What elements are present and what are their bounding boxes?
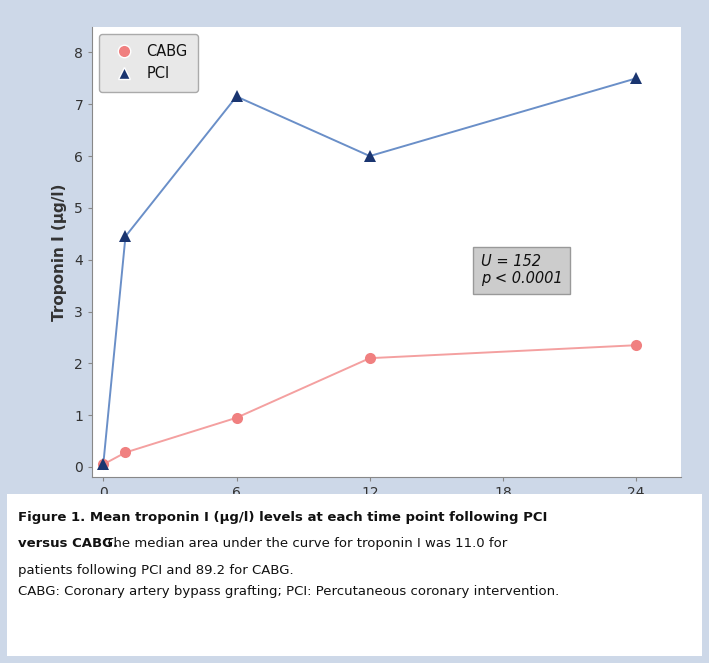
Text: patients following PCI and 89.2 for CABG.: patients following PCI and 89.2 for CABG… [18,564,294,577]
Text: Figure 1. Mean troponin I (µg/l) levels at each time point following PCI: Figure 1. Mean troponin I (µg/l) levels … [18,511,547,524]
Y-axis label: Troponin I (µg/l): Troponin I (µg/l) [52,183,67,321]
Text: U = 152
p < 0.0001: U = 152 p < 0.0001 [481,254,562,286]
Text: CABG: Coronary artery bypass grafting; PCI: Percutaneous coronary intervention.: CABG: Coronary artery bypass grafting; P… [18,585,559,599]
Legend: CABG, PCI: CABG, PCI [99,34,198,91]
X-axis label: Time (h): Time (h) [350,507,423,522]
Text: versus CABG.: versus CABG. [18,537,118,550]
Text: The median area under the curve for troponin I was 11.0 for: The median area under the curve for trop… [101,537,508,550]
